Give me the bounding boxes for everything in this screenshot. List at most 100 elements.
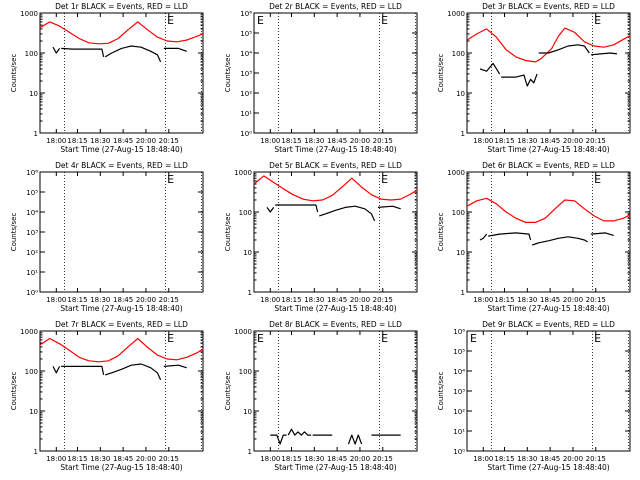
y-tick-label: 1000 (234, 169, 252, 177)
x-tick-label: 18:45 (113, 137, 133, 145)
eclipse-marker: E (167, 332, 174, 345)
panel-title: Det 8r BLACK = Events, RED = LLD (269, 320, 402, 329)
plot-frame (253, 171, 418, 293)
events-series-line (52, 46, 61, 54)
plot-frame (253, 330, 418, 452)
y-axis-label: Counts/sec (224, 54, 232, 93)
y-tick-label: 1 (34, 130, 38, 138)
x-axis-label: Start Time (27-Aug-15 18:48:40) (487, 145, 609, 154)
x-tick-label: 18:15 (67, 296, 87, 304)
x-tick-label: 18:45 (327, 137, 347, 145)
y-tick-label: 10³ (240, 70, 252, 78)
y-axis-label: Counts/sec (10, 372, 18, 411)
plot-frame (466, 12, 631, 134)
y-tick-label: 10⁵ (453, 348, 465, 356)
y-tick-label: 10 (456, 90, 465, 98)
detector-panel: Det 2r BLACK = Events, RED = LLD 10⁰ 10¹ 10… (224, 2, 418, 154)
events-series-line (266, 207, 275, 213)
x-tick-label: 18:00 (46, 137, 66, 145)
events-series-line (163, 364, 187, 369)
y-tick-label: 10⁰ (453, 448, 465, 456)
events-series-line (275, 204, 319, 213)
x-tick-label: 20:15 (159, 137, 179, 145)
x-tick-label: 18:30 (90, 296, 110, 304)
x-tick-label: 20:00 (350, 455, 370, 463)
x-tick-label: 18:30 (304, 137, 324, 145)
plot-frame (466, 171, 631, 293)
y-tick-label: 10⁰ (26, 289, 38, 297)
eclipse-marker: E (257, 332, 264, 345)
detector-panel: Det 9r BLACK = Events, RED = LLD 10⁰ 10¹ 10… (437, 320, 631, 472)
y-tick-label: 10⁵ (240, 30, 252, 38)
y-tick-label: 1 (461, 289, 465, 297)
events-series-line (287, 428, 312, 436)
x-tick-label: 18:15 (494, 455, 514, 463)
y-axis-label: Counts/sec (224, 372, 232, 411)
x-tick-label: 18:15 (494, 296, 514, 304)
eclipse-marker: E (381, 14, 388, 27)
x-tick-label: 18:45 (540, 137, 560, 145)
y-tick-label: 10 (29, 90, 38, 98)
y-tick-label: 10³ (453, 388, 465, 396)
x-tick-label: 20:15 (586, 137, 606, 145)
eclipse-marker: E (167, 173, 174, 186)
x-tick-label: 20:00 (563, 296, 583, 304)
lld-series-line (253, 175, 418, 202)
x-axis-label: Start Time (27-Aug-15 18:48:40) (60, 304, 182, 313)
events-series-line (479, 233, 488, 241)
y-axis-label: Counts/sec (437, 54, 445, 93)
x-tick-label: 18:00 (46, 296, 66, 304)
y-tick-label: 10² (26, 249, 38, 257)
events-series-line (590, 232, 614, 236)
x-tick-label: 20:15 (586, 296, 606, 304)
y-tick-label: 10⁴ (453, 368, 465, 376)
panel-title: Det 6r BLACK = Events, RED = LLD (482, 161, 615, 170)
x-tick-label: 20:15 (373, 455, 393, 463)
y-tick-label: 1 (461, 130, 465, 138)
x-tick-label: 18:45 (113, 455, 133, 463)
x-axis-label: Start Time (27-Aug-15 18:48:40) (274, 145, 396, 154)
y-tick-label: 10² (453, 408, 465, 416)
detector-panel: Det 7r BLACK = Events, RED = LLD 1 10 100 10… (10, 320, 204, 472)
x-tick-label: 18:15 (494, 137, 514, 145)
x-tick-label: 20:00 (136, 137, 156, 145)
y-tick-label: 1000 (234, 328, 252, 336)
x-tick-label: 20:00 (563, 455, 583, 463)
x-axis-label: Start Time (27-Aug-15 18:48:40) (274, 463, 396, 472)
y-axis-label: Counts/sec (437, 213, 445, 252)
panel-title: Det 9r BLACK = Events, RED = LLD (482, 320, 615, 329)
y-tick-label: 100 (452, 209, 465, 217)
events-series-line (52, 366, 61, 374)
x-tick-label: 18:00 (473, 455, 493, 463)
events-series-line (270, 434, 287, 445)
events-series-line (590, 52, 618, 56)
eclipse-marker: E (381, 173, 388, 186)
lld-series-line (466, 197, 631, 223)
x-tick-label: 20:00 (350, 296, 370, 304)
x-tick-label: 18:30 (517, 455, 537, 463)
x-tick-label: 20:00 (563, 137, 583, 145)
x-tick-label: 18:00 (46, 455, 66, 463)
y-tick-label: 100 (239, 209, 252, 217)
y-tick-label: 10⁰ (240, 130, 252, 138)
x-tick-label: 18:45 (540, 455, 560, 463)
eclipse-marker: E (594, 14, 601, 27)
x-tick-label: 20:15 (159, 455, 179, 463)
y-tick-label: 10 (243, 408, 252, 416)
x-axis-label: Start Time (27-Aug-15 18:48:40) (60, 463, 182, 472)
plot-frame (39, 330, 204, 452)
panel-title: Det 1r BLACK = Events, RED = LLD (55, 2, 188, 11)
x-tick-label: 18:00 (260, 455, 280, 463)
detector-panel: Det 5r BLACK = Events, RED = LLD 1 10 100 10… (224, 161, 418, 313)
x-tick-label: 20:00 (136, 296, 156, 304)
x-tick-label: 18:45 (540, 296, 560, 304)
x-tick-label: 18:30 (90, 137, 110, 145)
x-tick-label: 20:00 (136, 455, 156, 463)
events-series-line (104, 45, 162, 63)
panel-title: Det 3r BLACK = Events, RED = LLD (482, 2, 615, 11)
x-tick-label: 20:15 (586, 455, 606, 463)
events-series-line (538, 44, 590, 54)
x-tick-label: 18:15 (67, 455, 87, 463)
y-tick-label: 1 (248, 448, 252, 456)
x-tick-label: 18:00 (260, 137, 280, 145)
